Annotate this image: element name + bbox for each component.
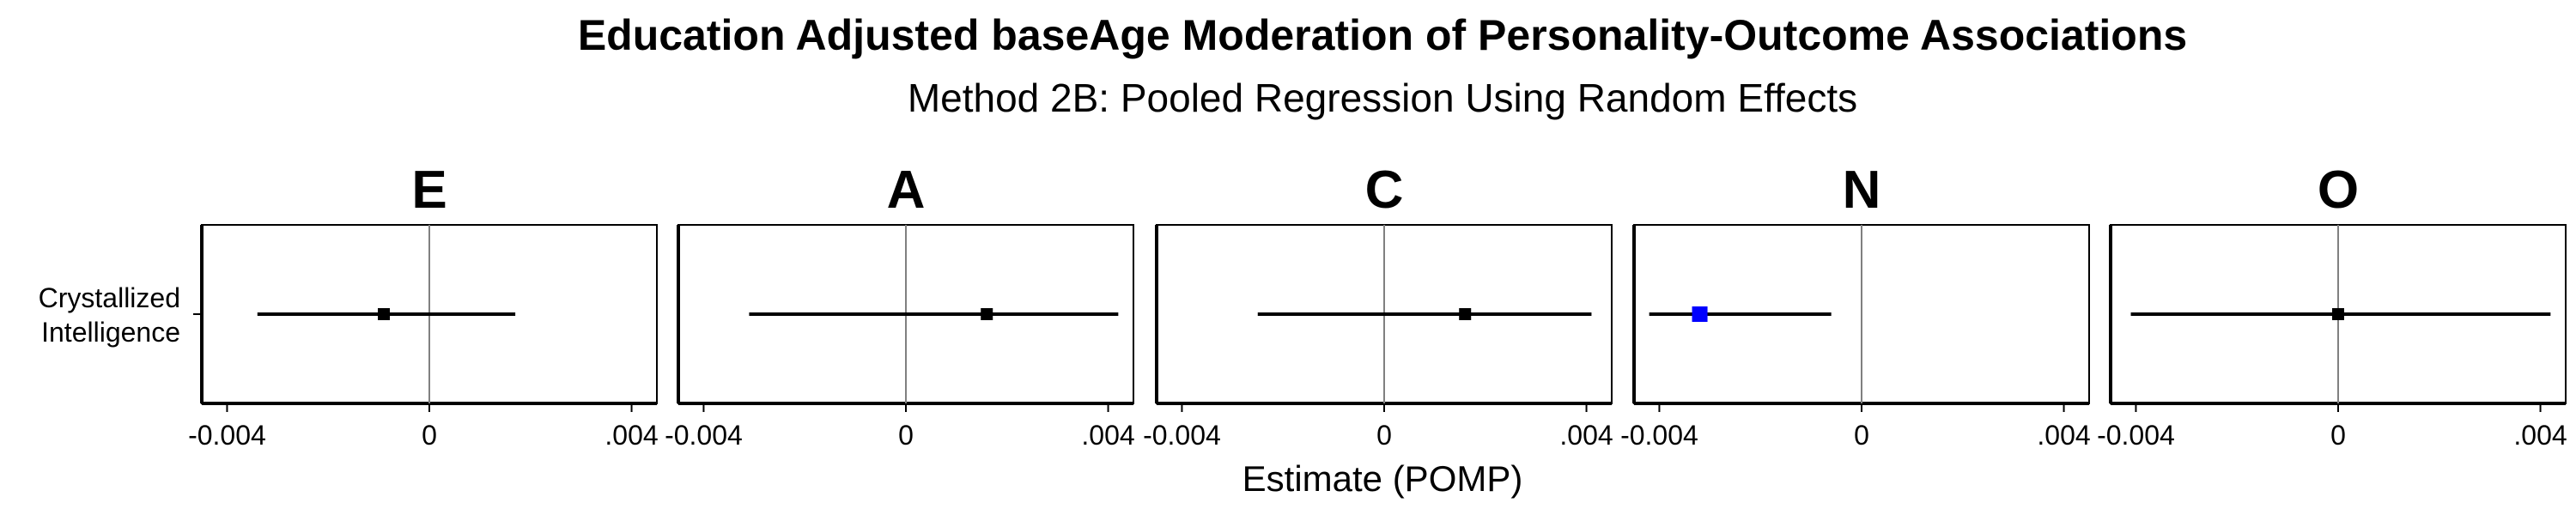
facet-label-a: A (887, 161, 926, 220)
estimate-point-o (2332, 308, 2344, 320)
x-tick-label-a-1: 0 (898, 420, 914, 451)
facet-label-o: O (2318, 161, 2359, 220)
x-tick-label-o-0: -0.004 (2097, 420, 2175, 451)
y-category-label-line1: Crystallized (39, 282, 180, 313)
facet-e: E -0.004 0 .004 (188, 161, 659, 451)
x-axis-title: Estimate (POMP) (1242, 458, 1523, 499)
x-tick-label-o-1: 0 (2330, 420, 2346, 451)
estimate-point-n (1692, 306, 1708, 322)
facet-label-e: E (411, 161, 447, 220)
x-tick-label-n-0: -0.004 (1620, 420, 1698, 451)
x-tick-label-a-2: .004 (1081, 420, 1134, 451)
estimate-point-c (1459, 308, 1472, 320)
chart-title: Education Adjusted baseAge Moderation of… (578, 11, 2187, 59)
facet-o: O -0.004 0 .004 (2097, 161, 2567, 451)
chart-subtitle: Method 2B: Pooled Regression Using Rando… (908, 76, 1857, 120)
estimate-point-a (981, 308, 993, 320)
estimate-point-e (378, 308, 390, 320)
x-tick-label-n-1: 0 (1854, 420, 1869, 451)
facet-label-n: N (1843, 161, 1881, 220)
y-category-label-line2: Intelligence (41, 317, 180, 348)
x-tick-label-e-1: 0 (422, 420, 437, 451)
facet-label-c: C (1365, 161, 1404, 220)
facet-n: N -0.004 0 .004 (1620, 161, 2091, 451)
facet-panels: E -0.004 0 .004 A -0.004 0 .004 C -0.004 0 .004 N -0.… (188, 161, 2567, 451)
facet-c: C -0.004 0 .004 (1143, 161, 1613, 451)
x-tick-label-c-1: 0 (1376, 420, 1392, 451)
x-tick-label-c-0: -0.004 (1143, 420, 1221, 451)
x-tick-label-o-2: .004 (2513, 420, 2567, 451)
x-tick-label-n-2: .004 (2037, 420, 2090, 451)
facet-a: A -0.004 0 .004 (665, 161, 1135, 451)
x-tick-label-c-2: .004 (1559, 420, 1613, 451)
x-tick-label-e-2: .004 (605, 420, 658, 451)
x-tick-label-a-0: -0.004 (665, 420, 743, 451)
x-tick-label-e-0: -0.004 (188, 420, 266, 451)
